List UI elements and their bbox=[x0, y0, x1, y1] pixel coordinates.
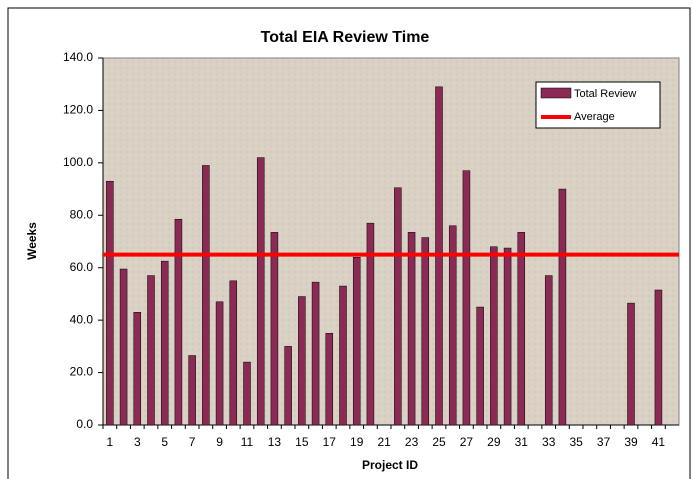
legend-swatch bbox=[540, 87, 572, 99]
bar bbox=[407, 232, 416, 426]
bar bbox=[394, 187, 402, 426]
x-tick-label: 31 bbox=[515, 435, 529, 449]
bar bbox=[298, 296, 306, 426]
bar bbox=[229, 280, 238, 426]
bar bbox=[627, 302, 635, 426]
x-tick-label: 41 bbox=[652, 435, 666, 449]
bar bbox=[448, 225, 457, 426]
y-tick-label: 100.0 bbox=[63, 155, 93, 169]
y-tick-label: 140.0 bbox=[63, 50, 93, 64]
bar bbox=[544, 275, 553, 426]
x-tick-label: 3 bbox=[134, 435, 141, 449]
bar bbox=[654, 289, 663, 426]
x-tick-label: 7 bbox=[189, 435, 196, 449]
bar bbox=[503, 247, 512, 426]
x-tick-label: 11 bbox=[241, 435, 254, 449]
x-tick-label: 33 bbox=[542, 435, 556, 449]
y-tick-label: 40.0 bbox=[70, 312, 94, 326]
x-tick-label: 39 bbox=[624, 435, 638, 449]
x-tick-label: 27 bbox=[460, 435, 474, 449]
legend-label: Average bbox=[574, 111, 615, 123]
bar bbox=[421, 237, 430, 426]
chart-title: Total EIA Review Time bbox=[261, 29, 430, 46]
bar bbox=[352, 256, 361, 426]
bar bbox=[476, 306, 484, 426]
x-tick-label: 1 bbox=[107, 435, 114, 449]
bar bbox=[517, 232, 526, 426]
y-tick-label: 20.0 bbox=[70, 365, 94, 379]
x-tick-label: 21 bbox=[377, 435, 391, 449]
bar bbox=[243, 361, 251, 426]
x-tick-label: 5 bbox=[161, 435, 168, 449]
bar bbox=[366, 222, 375, 426]
x-tick-label: 29 bbox=[487, 435, 501, 449]
x-tick-label: 15 bbox=[295, 435, 309, 449]
x-tick-label: 23 bbox=[405, 435, 419, 449]
x-tick-label: 35 bbox=[569, 435, 583, 449]
bar bbox=[147, 275, 155, 426]
x-tick-label: 19 bbox=[350, 435, 364, 449]
bar bbox=[490, 246, 498, 426]
bar bbox=[325, 333, 334, 426]
y-tick-label: 60.0 bbox=[70, 260, 94, 274]
bar bbox=[339, 285, 347, 426]
bar bbox=[119, 268, 128, 426]
bar bbox=[284, 346, 292, 426]
bar bbox=[106, 180, 114, 426]
x-tick-label: 13 bbox=[268, 435, 282, 449]
y-tick-label: 80.0 bbox=[70, 207, 94, 221]
bar bbox=[270, 232, 279, 426]
bar bbox=[188, 355, 196, 426]
y-tick-label: 0.0 bbox=[76, 417, 93, 431]
y-axis-label: Weeks bbox=[25, 222, 39, 260]
bar bbox=[202, 165, 210, 426]
bar bbox=[160, 260, 169, 426]
bar bbox=[174, 218, 183, 426]
x-axis-label: Project ID bbox=[362, 458, 418, 472]
bar bbox=[215, 301, 224, 426]
bar bbox=[133, 312, 142, 426]
bar bbox=[311, 281, 320, 426]
x-tick-label: 25 bbox=[432, 435, 446, 449]
x-tick-label: 17 bbox=[323, 435, 337, 449]
legend-label: Total Review bbox=[574, 88, 636, 100]
y-tick-label: 120.0 bbox=[63, 103, 93, 117]
x-tick-label: 37 bbox=[597, 435, 611, 449]
x-tick-label: 9 bbox=[216, 435, 223, 449]
bar bbox=[558, 188, 567, 426]
bar bbox=[256, 157, 265, 426]
bar bbox=[462, 170, 471, 426]
